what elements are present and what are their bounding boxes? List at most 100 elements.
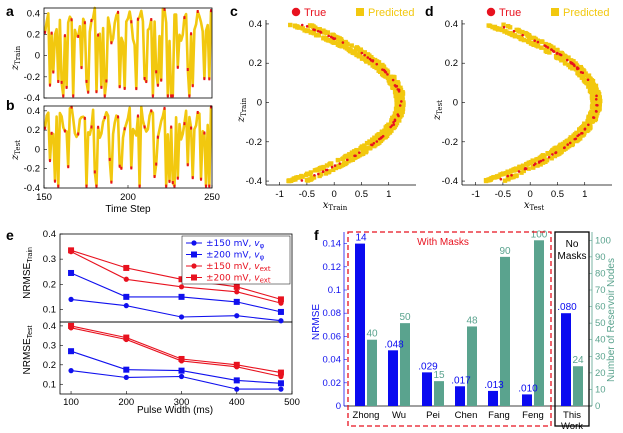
predicted-point (325, 30, 331, 35)
legend-marker (191, 274, 197, 281)
xtick-label: 0.5 (355, 189, 368, 200)
predicted-point (539, 45, 544, 50)
predicted-point (502, 178, 508, 183)
predicted-point (547, 45, 553, 50)
predicted-point (335, 42, 341, 47)
xtick-label: 400 (229, 397, 245, 408)
panel-c-ylabel: zTrain (236, 97, 248, 123)
nrmse-bar (561, 313, 571, 406)
series-point (233, 377, 240, 384)
predicted-point (572, 133, 577, 138)
true-point (550, 48, 553, 51)
true-point (541, 158, 545, 162)
predicted-point (497, 26, 502, 31)
true-point (533, 39, 537, 42)
ytick-label: 0 (257, 98, 262, 109)
series-point (123, 293, 130, 300)
predicted-point (343, 40, 349, 45)
predicted-point (535, 43, 541, 48)
series-point (123, 334, 130, 341)
predicted-point (487, 23, 493, 29)
predicted-point (352, 155, 358, 160)
ytick-label: 0.3 (43, 340, 56, 351)
nrmse-bar (455, 386, 465, 406)
predicted-point (589, 109, 594, 115)
xtick-label: 300 (174, 397, 190, 408)
panel-e-top-ylabel: NRMSETrain (22, 247, 34, 299)
nodes-bar-label: 100 (531, 229, 548, 240)
predicted-point (366, 141, 371, 146)
predicted-point (514, 167, 519, 172)
category-label: Chen (455, 410, 478, 421)
ytick-label: 0.3 (43, 254, 56, 265)
true-point (562, 146, 566, 150)
true-point (400, 100, 403, 103)
ytick-label: 0.2 (445, 58, 458, 69)
predicted-point (398, 108, 404, 113)
predicted-point (349, 157, 355, 162)
predicted-point (518, 36, 524, 41)
predicted-point (383, 72, 389, 78)
predicted-point (492, 175, 497, 180)
xtick-label: 250 (204, 192, 220, 203)
xtick-label: -0.5 (495, 189, 511, 200)
predicted-point (589, 93, 595, 99)
predicted-point (535, 162, 540, 168)
ytick-label: -0.2 (246, 137, 262, 148)
nodes-bar-label: 48 (466, 315, 478, 326)
predicted-point (509, 32, 514, 37)
predicted-point (374, 64, 379, 69)
series-point (234, 289, 240, 295)
panel-e: e NRMSETrain NRMSETest 0.10.20.30.40.10.… (6, 227, 300, 416)
predicted-point (377, 132, 382, 137)
predicted-point (543, 41, 548, 47)
predicted-point (585, 124, 590, 130)
predicted-point (566, 138, 571, 143)
panel-d-axes: 0.4 0.2 0 -0.2 -0.4 -1 -0.5 0 0.5 1 (442, 19, 612, 200)
predicted-point (321, 164, 326, 170)
series-point (123, 264, 130, 271)
series-point (178, 314, 185, 320)
true-point (375, 62, 379, 66)
legend-box (181, 235, 291, 285)
predicted-point (576, 134, 582, 139)
panel-d-plot (483, 22, 603, 184)
predicted-point (550, 148, 555, 153)
panel-b: b zTest 0.4 0.2 0 -0.2 -0.4 150 200 250 Time S… (6, 97, 220, 215)
predicted-point (555, 54, 560, 60)
predicted-point (519, 170, 524, 175)
predicted-point (590, 103, 595, 109)
ytick-label: 0 (35, 144, 40, 155)
predicted-point (543, 48, 548, 54)
true-point (396, 113, 400, 116)
true-point (305, 25, 309, 28)
true-point (576, 134, 579, 138)
legend-predicted-marker (551, 8, 559, 16)
predicted-point (367, 60, 373, 66)
legend-marker (191, 240, 197, 246)
predicted-point (357, 52, 363, 58)
predicted-point (566, 143, 572, 149)
series-point (233, 361, 240, 368)
predicted-point (335, 36, 340, 41)
left-tick-label: 0.14 (323, 239, 342, 250)
true-point (554, 151, 557, 155)
true-point (366, 56, 370, 59)
panel-a-ylabel: zTrain (10, 45, 22, 71)
predicted-point (563, 54, 568, 60)
true-point (580, 131, 584, 135)
predicted-point (358, 47, 363, 52)
panel-a-letter: a (6, 3, 14, 19)
true-point (576, 66, 579, 69)
ytick-label: 0.4 (445, 19, 458, 30)
panel-e-axes: 0.1 0.2 0.3 0.4 0.1 0.2 0.3 0.4 100 200 300 400 500 (43, 229, 300, 408)
predicted-point (384, 133, 389, 138)
predicted-point (511, 174, 516, 180)
predicted-point (579, 72, 585, 77)
true-point (370, 143, 373, 147)
legend-true-marker (486, 7, 496, 17)
true-point (539, 159, 543, 163)
predicted-point (494, 26, 499, 31)
panel-c-plot (286, 22, 406, 184)
predicted-point (400, 89, 405, 95)
